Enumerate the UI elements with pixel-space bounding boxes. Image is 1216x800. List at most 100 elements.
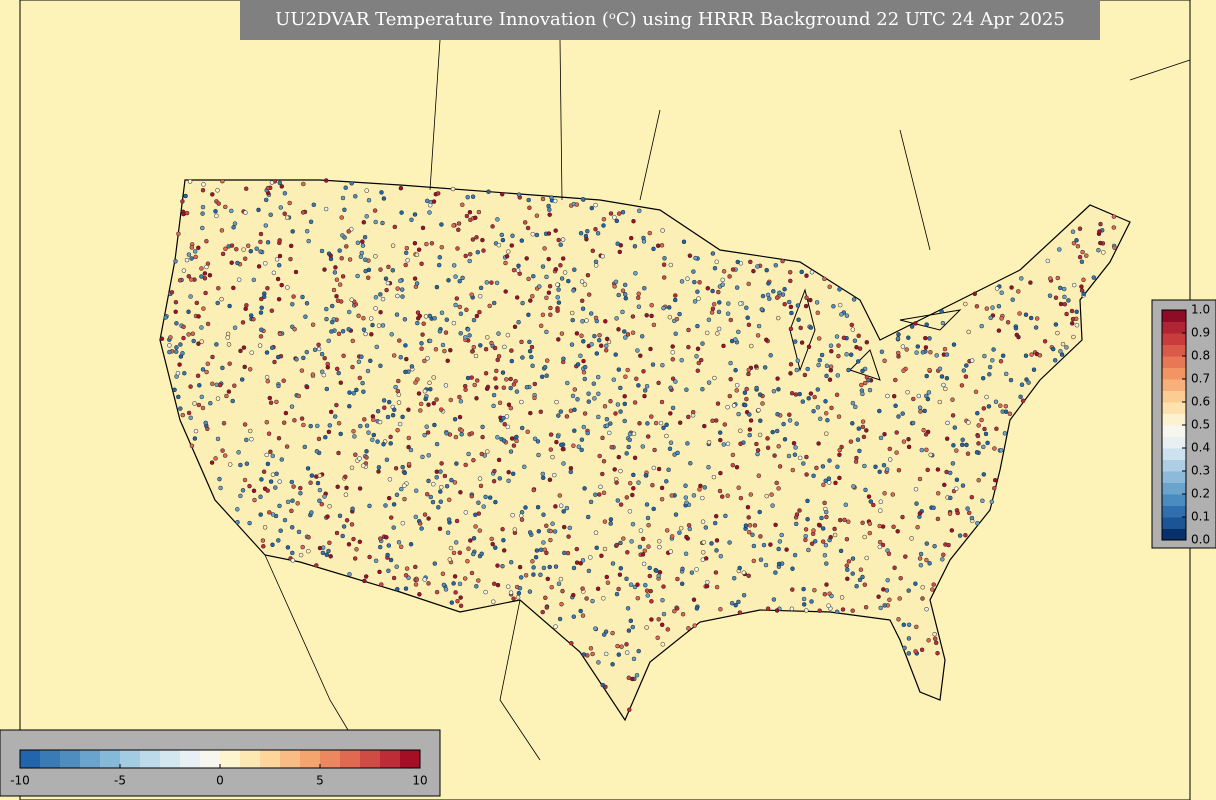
colorbar-segment <box>80 750 101 768</box>
obs-dot <box>646 522 651 528</box>
obs-dot <box>290 558 296 563</box>
obs-dot <box>725 404 730 410</box>
obs-dot <box>737 610 743 615</box>
obs-dot <box>544 373 549 378</box>
obs-dot <box>963 532 968 538</box>
obs-dot <box>713 513 719 519</box>
obs-dot <box>494 385 499 390</box>
obs-dot <box>900 411 905 416</box>
obs-dot <box>423 396 428 402</box>
obs-dot <box>924 373 929 379</box>
obs-dot <box>412 276 418 281</box>
obs-dot <box>854 583 859 589</box>
obs-dot <box>761 542 767 548</box>
obs-dot <box>493 376 498 381</box>
obs-dot <box>364 188 369 193</box>
obs-dot <box>451 320 457 326</box>
obs-dot <box>803 527 809 532</box>
obs-dot <box>535 504 541 510</box>
obs-dot <box>527 205 532 211</box>
obs-dot <box>582 486 587 491</box>
obs-dot <box>700 550 706 555</box>
obs-dot <box>794 367 800 373</box>
obs-dot <box>540 609 545 615</box>
obs-dot <box>776 486 781 491</box>
obs-dot <box>976 441 981 446</box>
obs-dot <box>441 582 447 588</box>
obs-dot <box>596 337 602 343</box>
obs-dot <box>568 465 574 471</box>
colorbar-segment <box>60 750 81 768</box>
obs-dot <box>371 417 376 423</box>
obs-dot <box>600 254 605 259</box>
obs-dot <box>683 495 689 500</box>
obs-dot <box>458 595 463 600</box>
obs-dot <box>480 424 485 430</box>
obs-dot <box>800 399 806 404</box>
obs-dot <box>270 512 276 517</box>
obs-dot <box>424 424 429 429</box>
obs-dot <box>594 545 599 551</box>
obs-dot <box>496 457 502 463</box>
colorbar-segment <box>340 750 361 768</box>
obs-dot <box>928 349 933 355</box>
obs-dot <box>910 420 916 426</box>
obs-dot <box>329 329 334 334</box>
obs-dot <box>628 618 634 624</box>
obs-dot <box>174 345 179 350</box>
obs-dot <box>823 399 828 404</box>
obs-dot <box>276 538 281 543</box>
obs-dot <box>927 367 932 373</box>
obs-dot <box>757 432 763 438</box>
obs-dot <box>878 605 883 611</box>
obs-dot <box>544 605 550 610</box>
obs-dot <box>336 370 341 376</box>
obs-dot <box>338 299 344 304</box>
obs-dot <box>580 196 586 202</box>
obs-dot <box>850 421 855 426</box>
obs-dot <box>668 549 673 554</box>
obs-dot <box>347 257 353 262</box>
obs-dot <box>289 479 295 485</box>
obs-dot <box>648 346 653 352</box>
obs-dot <box>494 368 499 374</box>
obs-dot <box>645 593 651 598</box>
obs-dot <box>397 338 402 343</box>
obs-dot <box>658 420 664 426</box>
obs-dot <box>304 301 310 306</box>
obs-dot <box>922 408 927 414</box>
obs-dot <box>641 369 646 374</box>
obs-dot <box>375 408 381 414</box>
obs-dot <box>296 393 302 399</box>
obs-dot <box>508 559 514 565</box>
obs-dot <box>501 385 507 390</box>
obs-dot <box>347 390 352 395</box>
obs-dot <box>559 331 565 336</box>
colorbar-segment <box>1162 390 1186 403</box>
obs-dot <box>824 373 829 379</box>
obs-dot <box>642 548 648 553</box>
obs-dot <box>491 403 496 409</box>
obs-dot <box>530 559 535 564</box>
obs-dot <box>200 204 206 210</box>
obs-dot <box>677 311 682 317</box>
colorbar-segment <box>1162 505 1186 518</box>
obs-dot <box>571 288 576 293</box>
obs-dot <box>622 329 627 334</box>
obs-dot <box>453 590 458 595</box>
obs-dot <box>465 194 470 200</box>
obs-dot <box>644 502 650 507</box>
obs-dot <box>887 446 893 452</box>
obs-dot <box>274 257 280 262</box>
obs-dot <box>775 315 781 321</box>
obs-dot <box>511 443 517 448</box>
obs-dot <box>414 577 419 582</box>
obs-dot <box>458 399 464 404</box>
obs-dot <box>408 447 414 453</box>
obs-dot <box>214 213 219 219</box>
obs-dot <box>483 346 489 352</box>
obs-dot <box>388 441 393 446</box>
obs-dot <box>527 530 533 535</box>
obs-dot <box>448 545 454 551</box>
